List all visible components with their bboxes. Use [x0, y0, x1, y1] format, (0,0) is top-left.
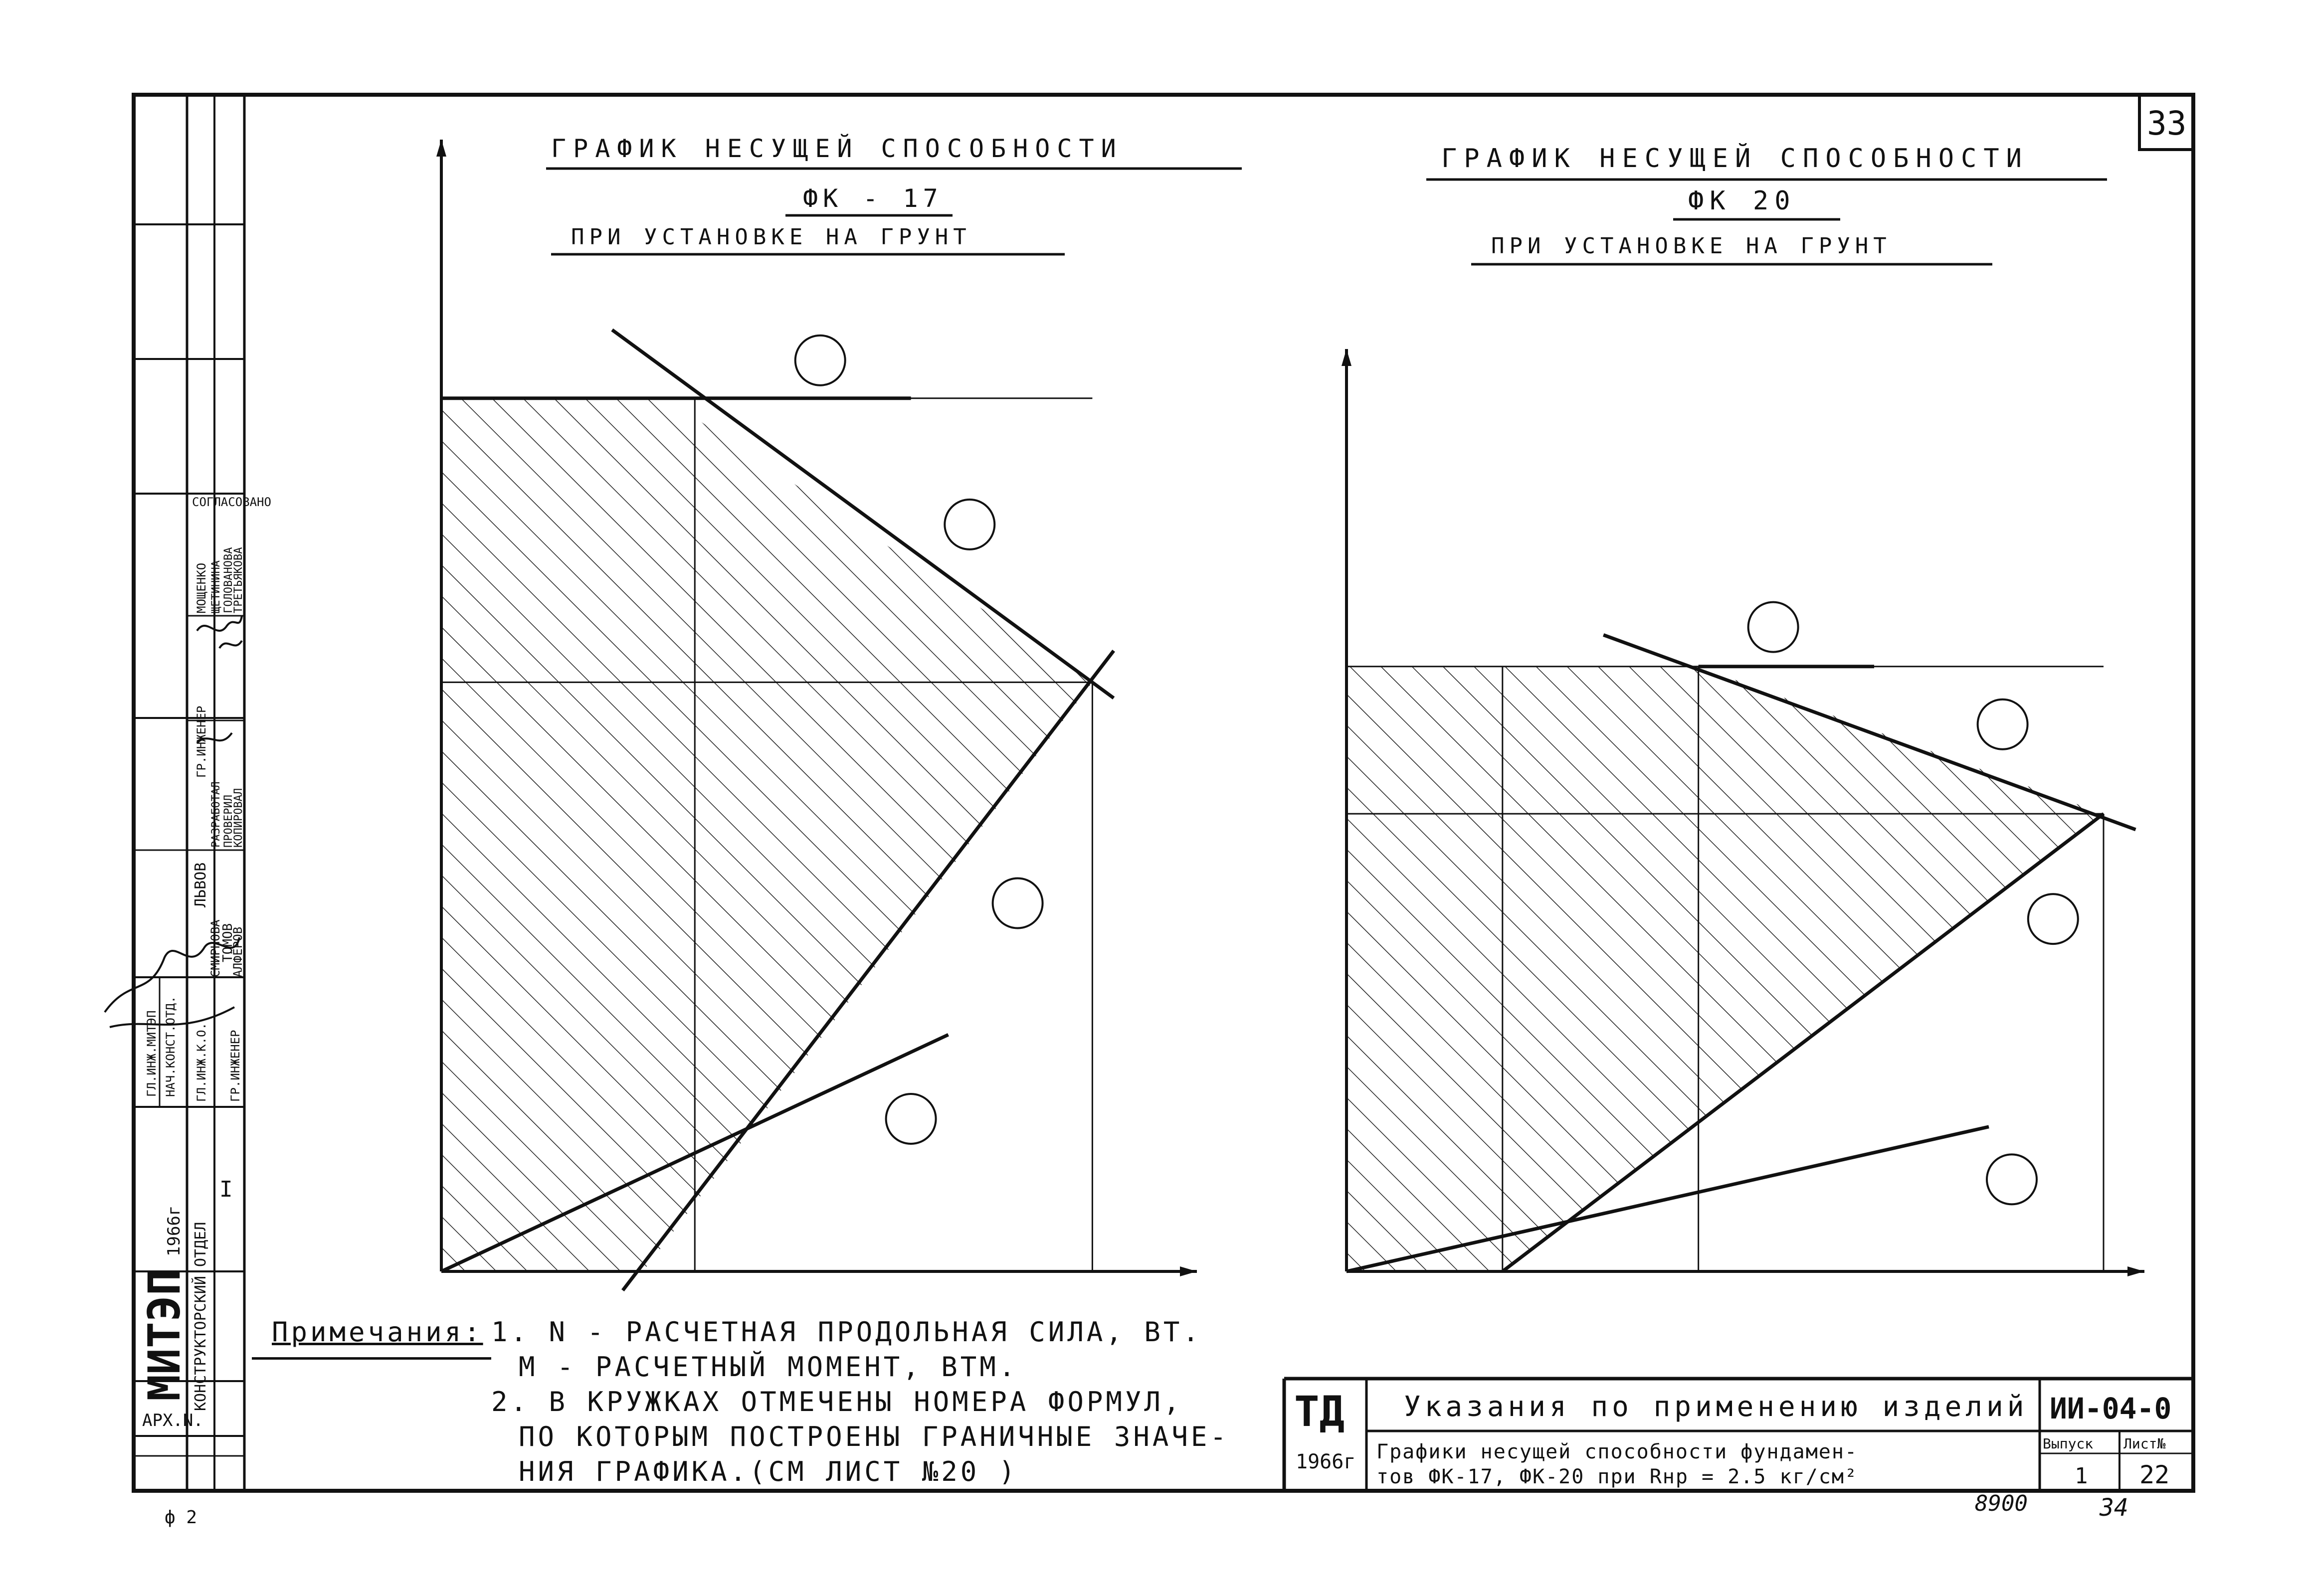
tb-issue-label: Выпуск	[2043, 1435, 2093, 1452]
chart-fk17	[436, 140, 1197, 1292]
stamp-name-3: ТОМОВ	[220, 923, 235, 962]
stamp-year: 1966г	[164, 1206, 184, 1256]
formula-line-5	[621, 649, 1115, 1292]
stamp-action-3: КОПИРОВАЛ	[232, 788, 245, 848]
note-2c: НИЯ ГРАФИКА.(СМ ЛИСТ №20 )	[519, 1456, 1018, 1487]
stamp-dept: КОНСТРУКТОРСКИЙ ОТДЕЛ	[192, 1222, 209, 1411]
sheet-number-box	[2138, 93, 2195, 151]
note-1b: М - РАСЧЕТНЫЙ МОМЕНТ, ВТМ.	[519, 1351, 1018, 1383]
stamp-arch: АРХ.N.	[142, 1411, 203, 1430]
chart-fk20	[1342, 349, 2144, 1276]
tb-code: ИИ-04-0	[2050, 1392, 2171, 1425]
formula-marker-circle	[1986, 1153, 2038, 1206]
sheet-number: 33	[2147, 104, 2186, 143]
stamp-name-4: АЛФЁРОВ	[230, 927, 245, 977]
chart1-subtitle2: ПРИ УСТАНОВКЕ НА ГРУНТ	[571, 224, 971, 250]
formula-marker-circle	[2027, 893, 2079, 945]
side-stamp	[134, 95, 246, 1491]
tb-subtitle2: тов ФК-17, ФК-20 при Rнр = 2.5 кг/см²	[1376, 1465, 1858, 1488]
sheet-border	[132, 93, 2195, 1493]
formula-marker-circle	[794, 334, 846, 386]
stamp-role-4: ГР.ИНЖЕНЕР	[194, 706, 208, 778]
chart2-title: ГРАФИК НЕСУЩЕЙ СПОСОБНОСТИ	[1441, 143, 2029, 174]
stamp-action-1: РАЗРАБОТАЛ	[210, 782, 222, 848]
stamp-roman: I	[219, 1177, 233, 1202]
tb-sheet-label: Лист№	[2123, 1435, 2165, 1452]
stamp-name-2: СМИРНОВА	[208, 919, 222, 977]
notes-label: Примечания:	[272, 1316, 483, 1348]
formula-line-2	[1602, 633, 2136, 832]
formula-line-4	[440, 1033, 949, 1273]
x-axis-arrow	[2127, 1266, 2144, 1276]
tb-issue: 1	[2075, 1463, 2088, 1489]
tb-org: ТД	[1294, 1387, 1345, 1436]
chart1-subtitle: ФК - 17	[803, 184, 943, 213]
formula-line-4	[1346, 1125, 1989, 1273]
note-1: 1. N - РАСЧЕТНАЯ ПРОДОЛЬНАЯ СИЛА, ВТ.	[491, 1316, 1202, 1348]
stamp-role-2: НАЧ.КОНСТ.ОТД.	[164, 996, 178, 1097]
bearing-capacity-region	[1347, 666, 2104, 1271]
formula-marker-circle	[885, 1093, 937, 1145]
formula-line-5	[1501, 812, 2105, 1273]
stamp-action-2: ПРОВЕРИЛ	[222, 795, 235, 848]
notes-underline	[252, 1357, 491, 1360]
y-axis-arrow	[1342, 349, 1351, 366]
formula-marker-circle	[991, 877, 1044, 929]
stamp-role-1: ГЛ.ИНЖ.МИТЭП	[145, 1011, 159, 1097]
formula-marker-circle	[1747, 601, 1799, 653]
chart1-title: ГРАФИК НЕСУЩЕЙ СПОСОБНОСТИ	[551, 134, 1123, 163]
chart2-subtitle: ФК 20	[1688, 186, 1796, 216]
tb-title: Указания по применению изделий	[1404, 1391, 2028, 1423]
stamp-person-4: ТРЕТЬЯКОВА	[232, 547, 245, 613]
bottom-page: 34	[2099, 1494, 2128, 1522]
bottom-code: 8900	[1975, 1491, 2028, 1516]
stamp-org: МИТЭП	[139, 1269, 190, 1401]
y-axis-arrow	[436, 140, 446, 157]
title-block	[1282, 1377, 2193, 1491]
x-axis-arrow	[1180, 1266, 1197, 1276]
note-2: 2. В КРУЖКАХ ОТМЕЧЕНЫ НОМЕРА ФОРМУЛ,	[491, 1386, 1183, 1418]
formula-marker-circle	[1976, 698, 2029, 750]
tb-sheet: 22	[2139, 1460, 2169, 1489]
tb-subtitle1: Графики несущей способности фундамен-	[1376, 1440, 1858, 1463]
formula-marker-circle	[944, 498, 996, 550]
stamp-name-1: ЛЬВОВ	[192, 863, 209, 907]
chart2-subtitle2: ПРИ УСТАНОВКЕ НА ГРУНТ	[1491, 233, 1892, 259]
stamp-person-1: МОЩЕНКО	[194, 563, 208, 613]
stamp-role-3: ГЛ.ИНЖ.К.О.	[194, 1023, 208, 1102]
formula-line-2	[611, 328, 1115, 700]
signature-scribbles	[104, 615, 243, 1028]
note-2b: ПО КОТОРЫМ ПОСТРОЕНЫ ГРАНИЧНЫЕ ЗНАЧЕ-	[519, 1421, 1229, 1452]
stamp-role-5: ГР.ИНЖЕНЕР	[228, 1030, 242, 1102]
stamp-agreed: СОГЛАСОВАНО	[192, 495, 271, 509]
bearing-capacity-region	[441, 398, 1093, 1272]
tb-year: 1966г	[1296, 1450, 1355, 1473]
bottom-left-mark: ф 2	[165, 1507, 197, 1528]
stamp-person-2: ЩЕТИНИНА	[210, 560, 222, 613]
stamp-person-3: ГОЛОВАНОВА	[222, 547, 235, 613]
